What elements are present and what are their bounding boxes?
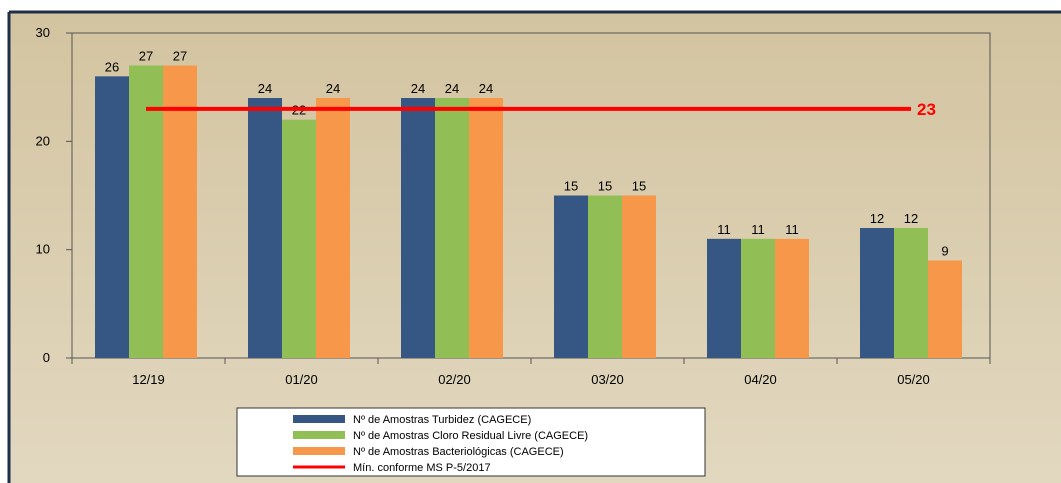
bars-group: 26272724222424242415151511111112129: [95, 49, 962, 359]
bar: [469, 98, 503, 358]
bar: [163, 65, 197, 358]
bar-data-label: 12: [904, 211, 918, 226]
y-axis: 0 10 20 30: [36, 25, 72, 365]
y-tick-label: 10: [36, 242, 50, 257]
bar-data-label: 9: [941, 244, 948, 259]
bar-data-label: 12: [870, 211, 884, 226]
legend-swatch: [293, 431, 345, 439]
bar-data-label: 24: [258, 81, 272, 96]
legend-label: Nº de Amostras Turbidez (CAGECE): [353, 414, 531, 426]
bar: [435, 98, 469, 358]
bar-data-label: 11: [751, 222, 765, 237]
bar: [316, 98, 350, 358]
bar: [248, 98, 282, 358]
bar: [894, 228, 928, 358]
bar-data-label: 11: [717, 222, 731, 237]
reference-line-group: 23: [146, 100, 936, 119]
bar: [95, 76, 129, 358]
legend-label: Mín. conforme MS P-5/2017: [353, 462, 491, 474]
bar: [860, 228, 894, 358]
legend-label: Nº de Amostras Cloro Residual Livre (CAG…: [353, 430, 588, 442]
bar: [554, 195, 588, 358]
bar-data-label: 24: [411, 81, 425, 96]
bar: [707, 238, 741, 358]
bar: [129, 65, 163, 358]
bar-data-label: 11: [785, 222, 799, 237]
bar-data-label: 15: [564, 179, 578, 194]
bar-data-label: 24: [326, 81, 340, 96]
bar: [588, 195, 622, 358]
bar-data-label: 24: [445, 81, 459, 96]
y-tick-label: 30: [36, 25, 50, 40]
bar: [401, 98, 435, 358]
legend: Nº de Amostras Turbidez (CAGECE) Nº de Am…: [236, 407, 706, 477]
y-tick-label: 0: [43, 350, 50, 365]
bar: [622, 195, 656, 358]
x-tick-label: 01/20: [285, 372, 318, 387]
legend-swatch: [293, 415, 345, 423]
bar: [282, 119, 316, 359]
x-tick-label: 02/20: [438, 372, 471, 387]
bar-data-label: 26: [105, 59, 119, 74]
reference-line-label: 23: [917, 100, 936, 119]
x-tick-label: 03/20: [591, 372, 624, 387]
bar: [775, 238, 809, 358]
bar-data-label: 27: [173, 49, 187, 64]
legend-swatch: [293, 447, 345, 455]
x-tick-label: 12/19: [132, 372, 165, 387]
bar-data-label: 15: [632, 179, 646, 194]
bar: [741, 238, 775, 358]
y-tick-label: 20: [36, 133, 50, 148]
x-tick-label: 05/20: [897, 372, 930, 387]
bar-data-label: 24: [479, 81, 493, 96]
bar-data-label: 15: [598, 179, 612, 194]
legend-label: Nº de Amostras Bacteriológicas (CAGECE): [353, 446, 564, 458]
x-axis: 12/19 01/20 02/20 03/20 04/20 05/20: [71, 358, 991, 387]
x-tick-label: 04/20: [744, 372, 777, 387]
bar: [928, 260, 962, 358]
bar-data-label: 27: [139, 49, 153, 64]
